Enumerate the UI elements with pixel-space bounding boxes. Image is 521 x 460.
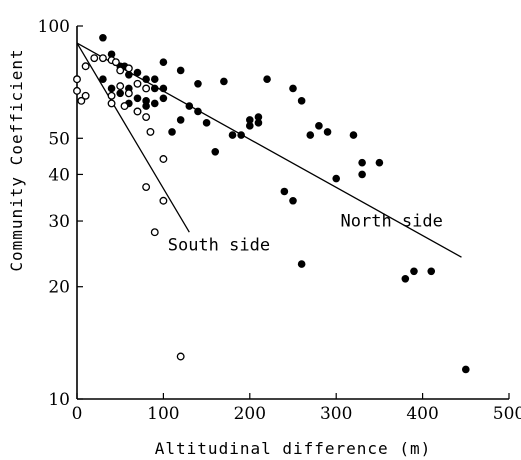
data-point-filled <box>427 267 436 276</box>
data-point-filled <box>349 131 358 139</box>
data-point-open <box>107 99 116 108</box>
y-tick-label: 20 <box>48 278 70 298</box>
labels: Altitudinal difference (m) Community Coe… <box>7 48 443 458</box>
data-point-filled <box>185 102 194 110</box>
data-point-filled <box>254 119 263 127</box>
data-point-open <box>111 58 120 67</box>
data-point-filled <box>289 196 297 205</box>
x-tick-label: 200 <box>234 404 266 424</box>
data-point-filled <box>375 158 384 167</box>
data-point-filled <box>107 50 116 59</box>
data-point-open <box>90 54 99 63</box>
data-point-filled <box>142 75 150 84</box>
data-point-filled <box>297 97 306 105</box>
data-point-open <box>116 82 125 91</box>
data-point-open <box>142 183 151 192</box>
data-point-filled <box>194 107 202 116</box>
y-tick-label: 40 <box>48 165 70 185</box>
axes: 0 100 200 300 400 500 10 20 30 40 50 100 <box>38 17 521 424</box>
data-point-filled <box>176 66 185 75</box>
data-point-open <box>150 228 159 237</box>
data-point-filled <box>280 187 289 196</box>
y-tick-label: 50 <box>48 129 70 149</box>
data-point-open <box>77 96 86 105</box>
y-tick-label: 30 <box>48 212 70 232</box>
data-point-filled <box>306 131 315 139</box>
data-point-filled <box>99 75 107 84</box>
data-point-filled <box>332 174 341 183</box>
data-point-open <box>146 127 155 136</box>
x-tick-label: 500 <box>493 404 521 424</box>
data-point-filled <box>246 116 254 124</box>
data-point-filled <box>159 84 168 93</box>
data-point-open <box>73 86 81 95</box>
data-point-open <box>116 66 125 75</box>
data-point-filled <box>315 122 323 130</box>
data-point-filled <box>107 84 116 93</box>
data-point-filled <box>99 33 107 42</box>
data-point-filled <box>254 113 263 121</box>
data-point-filled <box>116 89 124 98</box>
data-point-filled <box>150 75 159 84</box>
data-point-filled <box>289 84 297 93</box>
data-point-filled <box>211 147 220 156</box>
data-point-filled <box>263 75 271 84</box>
data-point-filled <box>323 128 332 136</box>
data-point-filled <box>142 97 150 105</box>
data-point-open <box>133 79 142 88</box>
annotation-north-side: North side <box>341 212 443 232</box>
data-point-open <box>133 107 142 116</box>
data-point-filled <box>237 131 245 139</box>
x-tick-label: 100 <box>147 404 179 424</box>
x-tick-label: 0 <box>72 404 83 424</box>
data-point-filled <box>133 68 142 77</box>
data-point-filled <box>202 119 211 127</box>
data-point-open <box>124 64 133 73</box>
data-point-filled <box>142 102 150 110</box>
data-point-filled <box>133 94 142 103</box>
data-point-filled <box>297 260 306 268</box>
data-points <box>73 33 470 374</box>
y-tick-label: 100 <box>38 17 70 37</box>
data-point-filled <box>125 70 133 79</box>
trend-line-south-side <box>76 42 190 233</box>
data-point-filled <box>150 84 159 93</box>
x-tick-label: 400 <box>406 404 438 424</box>
data-point-open <box>81 62 90 71</box>
data-point-open <box>159 155 168 163</box>
y-tick-label: 10 <box>48 390 70 410</box>
data-point-filled <box>228 131 237 139</box>
data-point-filled <box>246 122 254 130</box>
data-point-open <box>73 75 81 84</box>
trend-line-north-side <box>76 42 462 258</box>
data-point-open <box>107 91 116 100</box>
data-point-open <box>142 84 151 93</box>
data-point-filled <box>150 99 159 108</box>
y-axis-label: Community Coefficient <box>7 48 26 271</box>
data-point-open <box>120 102 129 111</box>
data-point-filled <box>358 170 366 179</box>
data-point-filled <box>176 116 185 124</box>
data-point-open <box>124 89 133 98</box>
data-point-filled <box>401 275 410 283</box>
data-point-filled <box>358 158 366 167</box>
data-point-open <box>159 196 168 205</box>
data-point-open <box>98 54 107 63</box>
data-point-filled <box>159 58 168 66</box>
data-point-filled <box>194 79 202 88</box>
data-point-open <box>81 91 90 100</box>
data-point-filled <box>462 365 470 374</box>
data-point-filled <box>159 94 168 103</box>
x-tick-label: 300 <box>320 404 352 424</box>
data-point-open <box>176 352 185 361</box>
data-point-filled <box>410 267 418 276</box>
annotation-south-side: South side <box>168 236 270 256</box>
x-axis-label: Altitudinal difference (m) <box>155 439 431 458</box>
data-point-filled <box>220 77 228 86</box>
data-point-filled <box>168 128 176 136</box>
trend-lines <box>76 42 462 258</box>
data-point-open <box>142 113 151 122</box>
